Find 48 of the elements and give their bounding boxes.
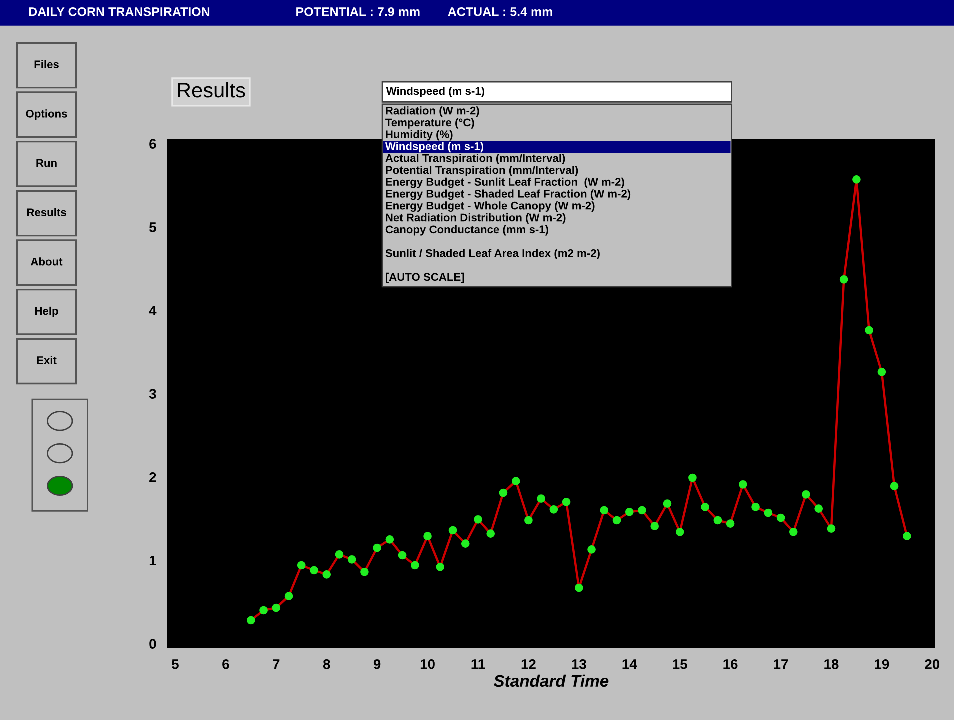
x-tick-label: 7 [273, 660, 280, 670]
x-tick-label: 6 [222, 659, 230, 670]
text: Results [178, 82, 246, 98]
x-tick-label: 20 [925, 659, 940, 670]
annotation: Humidity (%) [386, 130, 453, 141]
text: Exit [37, 356, 57, 364]
annotation: Windspeed (m s-1) [385, 142, 484, 153]
y-tick-label: 6 [150, 139, 156, 150]
chart-title: DAILY CORN TRANSPIRATION [29, 7, 210, 16]
text: Options [26, 110, 68, 120]
annotation: Sunlit / Shaded Leaf Area Index (m2 m-2) [386, 249, 600, 260]
x-tick-label: 11 [472, 660, 486, 670]
x-tick-label: 5 [172, 660, 179, 670]
text: Temperature (°C) [386, 118, 474, 129]
y-tick-label: 0 [150, 639, 156, 650]
text: Radiation (W m-2) [386, 106, 480, 117]
x-tick-label: 8 [323, 659, 330, 670]
text: Files [34, 60, 59, 69]
text: Windspeed (m s-1) [386, 86, 484, 98]
y-tick-label: 5 [149, 222, 156, 232]
x-tick-label: 18 [824, 659, 839, 670]
chart-subtitle: POTENTIAL : 7.9 mm ACTUAL : 5.4 mm [296, 7, 552, 16]
annotation: Energy Budget - Shaded Leaf Fraction (W m-2) [386, 190, 631, 200]
x-tick-label: 16 [724, 659, 738, 670]
annotation: [AUTO SCALE] [386, 272, 464, 284]
x-tick-label: 13 [572, 659, 586, 670]
annotation: Energy Budget - Whole Canopy (W m-2) [386, 202, 595, 212]
annotation: Net Radiation Distribution (W m-2) [386, 214, 566, 224]
x-axis-title: Standard Time [494, 674, 609, 688]
y-tick-label: 3 [149, 389, 156, 400]
x-tick-label: 14 [622, 660, 638, 670]
y-tick-label: 1 [150, 556, 156, 566]
x-tick-label: 17 [774, 660, 788, 670]
x-tick-label: 19 [875, 659, 890, 670]
x-tick-label: 15 [673, 660, 688, 670]
annotation: Energy Budget - Sunlit Leaf Fraction (W m-2) [386, 178, 624, 188]
y-tick-label: 2 [150, 472, 156, 482]
x-tick-label: 9 [374, 659, 381, 670]
x-tick-label: 12 [522, 659, 536, 670]
text: Run [36, 159, 57, 168]
annotation: Potential Transpiration (mm/Interval) [386, 166, 578, 176]
annotation: Actual Transpiration (mm/Interval) [386, 154, 566, 164]
annotation: Canopy Conductance (mm s-1) [386, 225, 548, 236]
text: Help [35, 306, 58, 318]
text: Results [27, 208, 66, 216]
text: About [30, 258, 63, 266]
y-tick-label: 4 [149, 306, 157, 316]
x-tick-label: 10 [420, 659, 435, 670]
